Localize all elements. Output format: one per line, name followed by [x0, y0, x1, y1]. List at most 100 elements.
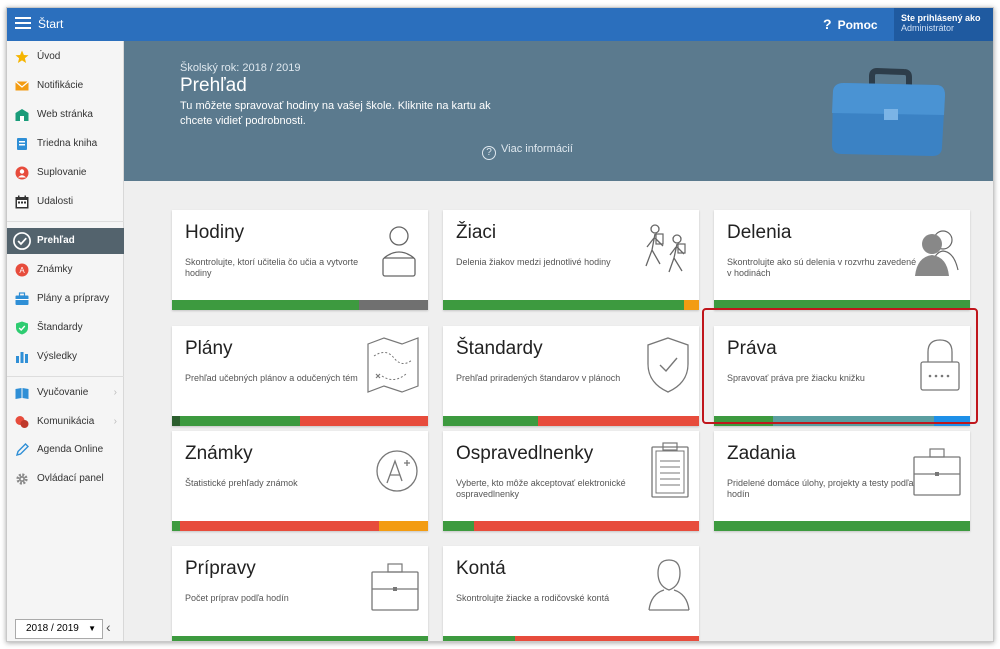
- card-description: Skontrolujte ako sú delenia v rozvrhu za…: [727, 257, 917, 278]
- grade-icon: A: [15, 263, 29, 277]
- school-year-value: 2018 / 2019: [26, 623, 79, 634]
- hikers-icon: [645, 224, 686, 273]
- open-book-icon: [15, 388, 29, 399]
- more-info-link[interactable]: ? Viac informácií: [482, 143, 573, 160]
- sidebar-item-znamky[interactable]: A Známky: [7, 257, 124, 283]
- user-menu[interactable]: Ste prihlásený ako Administrátor: [894, 8, 993, 41]
- more-info-label: Viac informácií: [501, 143, 573, 155]
- question-icon: ?: [823, 16, 832, 32]
- card-delenia[interactable]: Delenia Skontrolujte ako sú delenia v ro…: [714, 210, 970, 310]
- briefcase-icon: [913, 448, 961, 496]
- sidebar-item-label: Plány a prípravy: [37, 293, 110, 304]
- card-progress-bar: [172, 636, 428, 641]
- card-title: Zadania: [727, 443, 796, 464]
- sidebar-item-label: Vyučovanie: [37, 387, 89, 398]
- progress-segment: [537, 416, 699, 426]
- chevron-right-icon: ›: [113, 387, 117, 398]
- card-progress-bar: [172, 300, 428, 310]
- sidebar-item-label: Notifikácie: [37, 80, 84, 91]
- progress-segment: [714, 521, 970, 531]
- lock-icon: [920, 339, 960, 391]
- envelope-icon: [15, 81, 29, 91]
- sidebar-item-label: Štandardy: [37, 322, 83, 333]
- check-circle-icon: [13, 232, 31, 250]
- card-plany[interactable]: Plány Prehľad učebných plánov a odučenýc…: [172, 326, 428, 426]
- sidebar-item-notifikacie[interactable]: Notifikácie: [7, 73, 124, 99]
- progress-segment: [179, 416, 300, 426]
- sidebar-item-komunikacia[interactable]: Komunikácia ›: [7, 409, 124, 435]
- page-title: Prehľad: [180, 75, 247, 96]
- pen-icon: [15, 443, 29, 457]
- card-prava[interactable]: Práva Spravovať práva pre žiacku knižku: [714, 326, 970, 426]
- user-status: Ste prihlásený ako: [901, 13, 981, 23]
- sidebar-item-prehlad[interactable]: Prehľad: [7, 228, 124, 254]
- card-ziaci[interactable]: Žiaci Delenia žiakov medzi jednotlivé ho…: [443, 210, 699, 310]
- book-icon: [17, 138, 27, 150]
- briefcase-illustration-icon: [832, 67, 945, 156]
- clipboard-icon: [651, 442, 689, 498]
- sidebar-item-standardy[interactable]: Štandardy: [7, 315, 124, 341]
- person-icon: [15, 166, 29, 180]
- card-znamky[interactable]: Známky Štatistické prehľady známok: [172, 431, 428, 531]
- help-button[interactable]: ? Pomoc: [823, 16, 878, 32]
- card-konta[interactable]: Kontá Skontrolujte žiacke a rodičovské k…: [443, 546, 699, 641]
- menu-icon[interactable]: [15, 17, 31, 30]
- card-progress-bar: [443, 300, 699, 310]
- school-year-select[interactable]: 2018 / 2019 ▼: [15, 619, 103, 639]
- card-description: Skontrolujte žiacke a rodičovské kontá: [456, 593, 610, 603]
- card-title: Ospravedlnenky: [456, 443, 594, 464]
- gear-icon: [16, 473, 28, 485]
- card-progress-bar: [714, 416, 970, 426]
- progress-segment: [172, 300, 359, 310]
- progress-segment: [172, 521, 180, 531]
- sidebar-item-plany[interactable]: Plány a prípravy: [7, 286, 124, 312]
- card-progress-bar: [443, 416, 699, 426]
- sidebar-item-suplovanie[interactable]: Suplovanie: [7, 160, 124, 186]
- card-description: Skontrolujte, ktorí učitelia čo učia a v…: [185, 257, 359, 278]
- sidebar-item-web-stranka[interactable]: Web stránka: [7, 102, 124, 128]
- sidebar-item-ovladaci-panel[interactable]: Ovládací panel: [7, 466, 124, 492]
- card-title: Žiaci: [456, 222, 497, 243]
- sidebar-item-label: Suplovanie: [37, 167, 87, 178]
- question-icon: ?: [482, 146, 496, 160]
- sidebar-item-triedna-kniha[interactable]: Triedna kniha: [7, 131, 124, 157]
- school-icon: [15, 109, 29, 121]
- card-description: Počet príprav podľa hodín: [185, 593, 289, 603]
- top-bar: Štart ? Pomoc Ste prihlásený ako Administ…: [7, 8, 993, 41]
- progress-segment: [179, 521, 380, 531]
- card-zadania[interactable]: Zadania Pridelené domáce úlohy, projekty…: [714, 431, 970, 531]
- sidebar-item-vyucovanie[interactable]: Vyučovanie ›: [7, 380, 124, 406]
- card-title: Kontá: [456, 558, 506, 579]
- user-role: Administrátor: [901, 23, 955, 33]
- chat-icon: [15, 416, 29, 428]
- card-progress-bar: [172, 416, 428, 426]
- sidebar-item-uvod[interactable]: Úvod: [7, 44, 124, 70]
- card-pripravy[interactable]: Prípravy Počet príprav podľa hodín: [172, 546, 428, 641]
- progress-segment: [443, 521, 474, 531]
- progress-segment: [683, 300, 699, 310]
- progress-segment: [443, 636, 515, 641]
- dropdown-arrow-icon: ▼: [88, 624, 96, 633]
- card-progress-bar: [443, 636, 699, 641]
- chevron-right-icon: ›: [113, 416, 117, 427]
- sidebar-item-label: Agenda Online: [37, 444, 104, 455]
- progress-segment: [358, 300, 428, 310]
- sidebar: Úvod Notifikácie Web stránka Triedna kni…: [7, 41, 124, 641]
- sidebar-item-udalosti[interactable]: Udalosti: [7, 189, 124, 215]
- card-standardy[interactable]: Štandardy Prehľad priradených štandarov …: [443, 326, 699, 426]
- school-year-label: Školský rok: 2018 / 2019: [180, 62, 301, 74]
- progress-segment: [934, 416, 970, 426]
- sidebar-item-agenda-online[interactable]: Agenda Online: [7, 437, 124, 463]
- shield-check-icon: [647, 337, 689, 393]
- card-ospravedlnenky[interactable]: Ospravedlnenky Vyberte, kto môže akcepto…: [443, 431, 699, 531]
- card-hodiny[interactable]: Hodiny Skontrolujte, ktorí učitelia čo u…: [172, 210, 428, 310]
- sidebar-item-label: Udalosti: [37, 196, 74, 207]
- sidebar-item-vysledky[interactable]: Výsledky: [7, 344, 124, 370]
- collapse-sidebar-button[interactable]: ‹: [106, 619, 111, 635]
- user-icon: [648, 559, 690, 611]
- page-description: Tu môžete spravovať hodiny na vašej škol…: [180, 100, 491, 127]
- app-title[interactable]: Štart: [38, 17, 64, 31]
- card-description: Prehľad učebných plánov a odučených tém: [185, 373, 358, 383]
- progress-segment: [379, 521, 428, 531]
- progress-segment: [714, 300, 970, 310]
